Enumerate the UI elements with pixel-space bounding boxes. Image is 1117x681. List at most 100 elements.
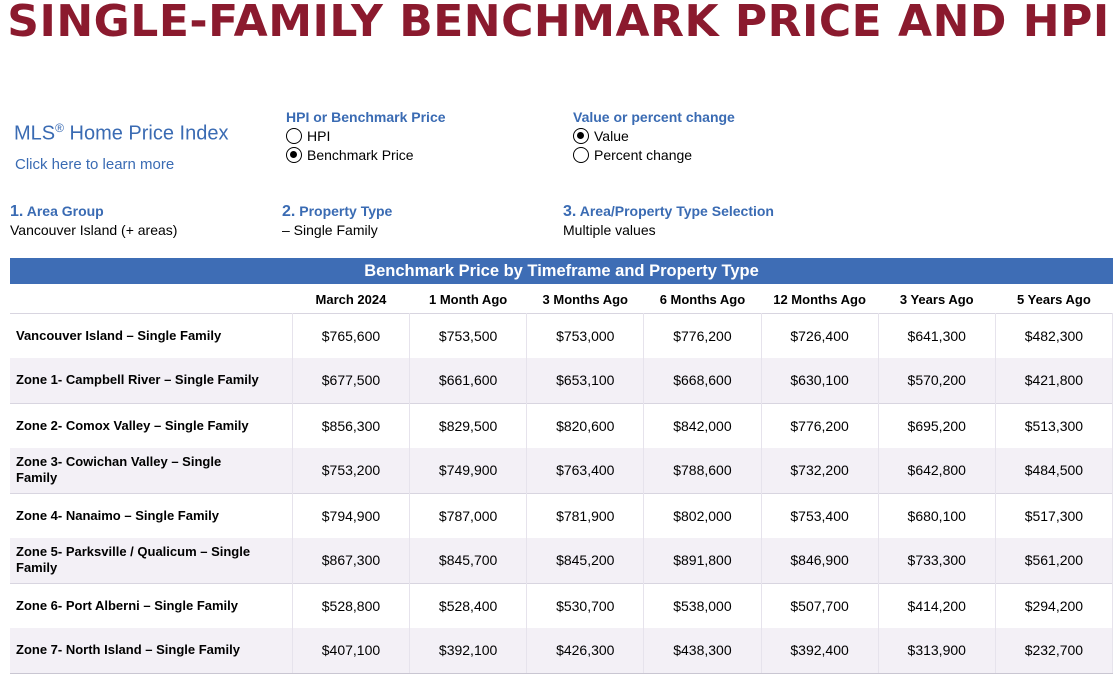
filter-number: 1. [10, 203, 24, 220]
price-cell: $528,400 [409, 582, 528, 628]
filter-number: 3. [563, 203, 577, 220]
learn-more-link[interactable]: Click here to learn more [15, 156, 175, 173]
table-row: Zone 2- Comox Valley – Single Family $856… [10, 402, 1114, 448]
filter-title: Area Group [26, 203, 104, 219]
table-row: Zone 1- Campbell River – Single Family $6… [10, 358, 1114, 403]
price-cell: $753,500 [409, 312, 528, 358]
radio-label: HPI [307, 127, 331, 144]
price-cell: $842,000 [643, 402, 762, 448]
price-cell: $517,300 [995, 492, 1114, 538]
price-cell: $820,600 [526, 402, 645, 448]
radio-hpi-icon[interactable] [286, 127, 302, 144]
price-cell: $776,200 [761, 402, 879, 448]
value-or-percent-group: Value or percent change Value Percent ch… [573, 109, 735, 164]
price-cell: $765,600 [292, 312, 411, 358]
price-cell: $781,900 [526, 492, 645, 538]
column-header: 3 Months Ago [542, 291, 628, 307]
radio-option-benchmark-price[interactable]: Benchmark Price [286, 145, 446, 164]
column-header: 3 Years Ago [899, 291, 974, 307]
price-cell: $392,400 [761, 628, 879, 674]
filter-value[interactable]: Multiple values [563, 222, 656, 238]
registered-mark: ® [55, 121, 64, 135]
price-cell: $829,500 [409, 402, 528, 448]
filter-title: Area/Property Type Selection [579, 203, 774, 219]
radio-label: Percent change [594, 146, 693, 163]
table-row: Zone 4- Nanaimo – Single Family $794,900 $… [10, 492, 1114, 538]
price-cell: $726,400 [761, 312, 879, 358]
price-cell: $695,200 [878, 402, 996, 448]
price-cell: $733,300 [878, 538, 996, 583]
price-cell: $561,200 [995, 538, 1114, 583]
price-cell: $438,300 [643, 628, 762, 674]
price-cell: $530,700 [526, 582, 645, 628]
price-cell: $313,900 [878, 628, 996, 674]
price-cell: $482,300 [995, 312, 1114, 358]
column-header: 5 Years Ago [1017, 291, 1091, 307]
price-cell: $513,300 [995, 402, 1114, 448]
radio-option-percent-change[interactable]: Percent change [573, 145, 735, 164]
price-cell: $677,500 [292, 358, 411, 403]
price-cell: $421,800 [995, 358, 1114, 403]
price-cell: $753,000 [526, 312, 645, 358]
price-cell: $732,200 [761, 448, 879, 493]
filter-area-group[interactable]: 1. Area Group Vancouver Island (+ areas) [10, 202, 177, 239]
price-cell: $680,100 [878, 492, 996, 538]
price-cell: $641,300 [878, 312, 996, 358]
column-header: March 2024 [315, 291, 387, 307]
price-cell: $846,900 [761, 538, 879, 583]
price-cell: $668,600 [643, 358, 762, 403]
row-label: Zone 2- Comox Valley – Single Family [10, 402, 293, 448]
radio-benchmark-icon[interactable] [286, 146, 302, 163]
mls-title-rest: Home Price Index [63, 122, 229, 145]
table-header-row: March 2024 1 Month Ago 3 Months Ago 6 Mo… [10, 286, 1113, 313]
table-row: Zone 7- North Island – Single Family $407… [10, 628, 1114, 674]
filter-number: 2. [282, 203, 296, 220]
hpi-or-benchmark-title: HPI or Benchmark Price [286, 109, 446, 125]
price-cell: $642,800 [878, 448, 996, 493]
row-label: Zone 3- Cowichan Valley – Single Family [10, 448, 293, 493]
table-row: Zone 5- Parksville / Qualicum – Single F… [10, 538, 1114, 583]
price-cell: $802,000 [643, 492, 762, 538]
radio-label: Benchmark Price [307, 146, 414, 163]
column-header [10, 286, 292, 313]
price-cell: $538,000 [643, 582, 762, 628]
row-label: Zone 4- Nanaimo – Single Family [10, 492, 293, 538]
price-cell: $392,100 [409, 628, 528, 674]
price-cell: $407,100 [292, 628, 411, 674]
price-cell: $856,300 [292, 402, 411, 448]
price-cell: $776,200 [643, 312, 762, 358]
table-row: Zone 6- Port Alberni – Single Family $528… [10, 582, 1114, 628]
price-cell: $763,400 [526, 448, 645, 493]
mls-hpi-title: MLS® Home Price Index [14, 121, 228, 146]
price-cell: $753,200 [292, 448, 411, 493]
radio-option-value[interactable]: Value [573, 126, 735, 145]
column-header: 12 Months Ago [773, 291, 866, 307]
table-row: Zone 3- Cowichan Valley – Single Family $… [10, 448, 1114, 493]
radio-option-hpi[interactable]: HPI [286, 126, 446, 145]
row-label: Vancouver Island – Single Family [10, 312, 293, 358]
filter-title: Property Type [299, 203, 393, 219]
filter-area-property-selection[interactable]: 3. Area/Property Type Selection Multiple… [563, 202, 774, 239]
price-cell: $753,400 [761, 492, 879, 538]
price-cell: $507,700 [761, 582, 879, 628]
price-cell: $845,700 [409, 538, 528, 583]
row-label: Zone 1- Campbell River – Single Family [10, 358, 293, 403]
price-cell: $794,900 [292, 492, 411, 538]
radio-percent-icon[interactable] [573, 146, 589, 163]
filter-value[interactable]: Vancouver Island (+ areas) [10, 222, 178, 238]
price-cell: $232,700 [995, 628, 1114, 674]
filter-value[interactable]: – Single Family [282, 222, 378, 238]
price-cell: $661,600 [409, 358, 528, 403]
page-title: SINGLE-FAMILY BENCHMARK PRICE AND HPI [7, 0, 1110, 47]
radio-value-icon[interactable] [573, 127, 589, 144]
price-cell: $528,800 [292, 582, 411, 628]
row-label: Zone 6- Port Alberni – Single Family [10, 582, 293, 628]
hpi-or-benchmark-group: HPI or Benchmark Price HPI Benchmark Pri… [286, 109, 446, 164]
price-cell: $294,200 [995, 582, 1114, 628]
column-header: 6 Months Ago [659, 291, 746, 307]
value-or-percent-title: Value or percent change [573, 109, 735, 125]
price-cell: $630,100 [761, 358, 879, 403]
row-label: Zone 7- North Island – Single Family [10, 628, 293, 674]
price-cell: $426,300 [526, 628, 645, 674]
filter-property-type[interactable]: 2. Property Type – Single Family [282, 202, 392, 239]
